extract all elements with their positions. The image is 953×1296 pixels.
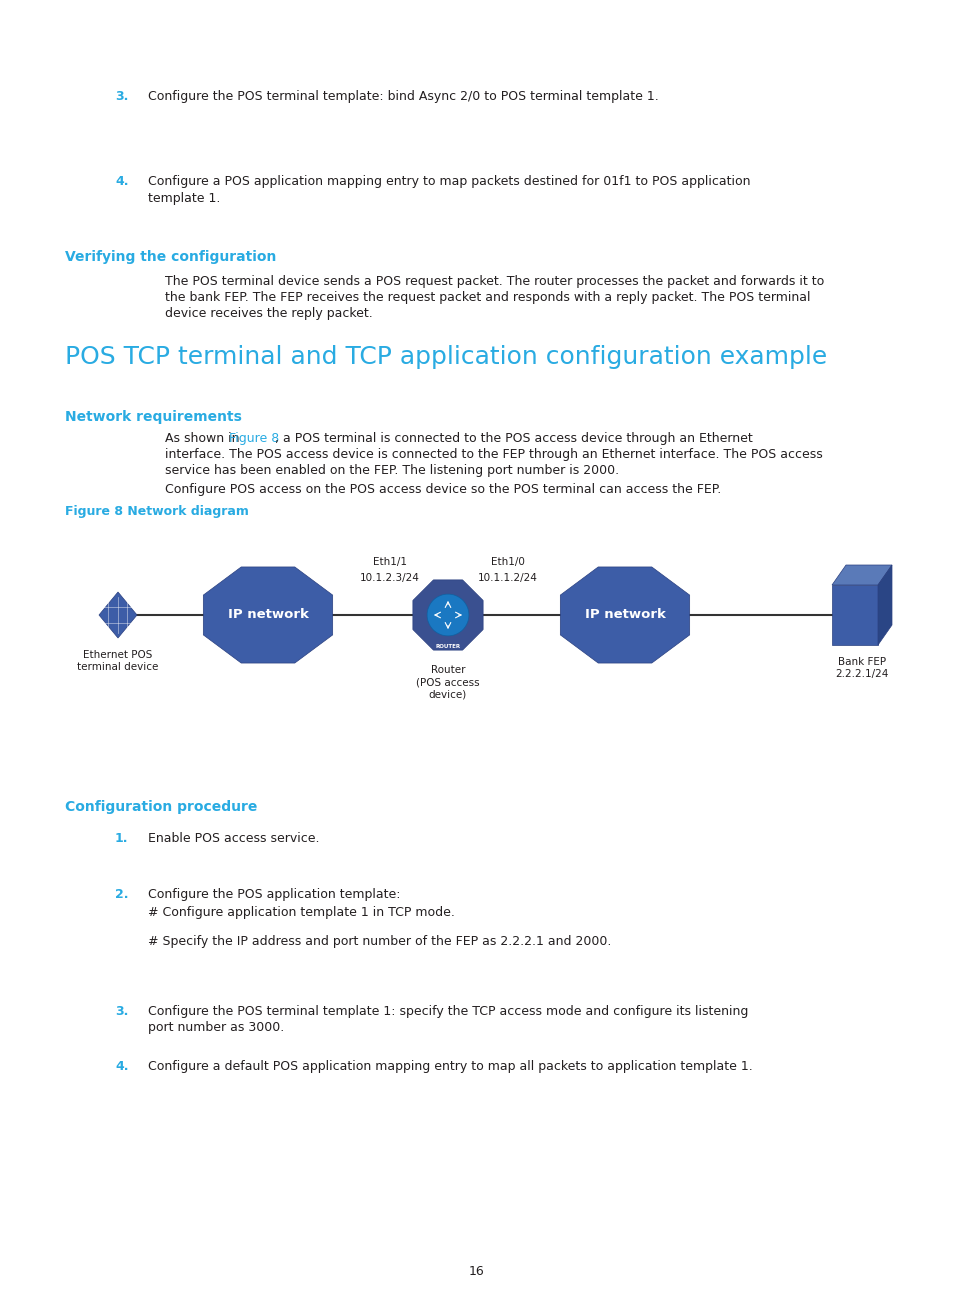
Text: 10.1.1.2/24: 10.1.1.2/24 <box>477 573 537 583</box>
Text: service has been enabled on the FEP. The listening port number is 2000.: service has been enabled on the FEP. The… <box>165 464 618 477</box>
Text: IP network: IP network <box>584 609 665 622</box>
Text: ROUTER: ROUTER <box>435 644 460 649</box>
Polygon shape <box>877 565 891 645</box>
Text: As shown in: As shown in <box>165 432 243 445</box>
Text: # Configure application template 1 in TCP mode.: # Configure application template 1 in TC… <box>148 906 455 919</box>
Text: Configure POS access on the POS access device so the POS terminal can access the: Configure POS access on the POS access d… <box>165 483 720 496</box>
Text: template 1.: template 1. <box>148 192 220 205</box>
Text: 3.: 3. <box>115 1004 129 1017</box>
Polygon shape <box>203 566 333 664</box>
Text: Configure a default POS application mapping entry to map all packets to applicat: Configure a default POS application mapp… <box>148 1060 752 1073</box>
Text: Figure 8: Figure 8 <box>229 432 279 445</box>
Text: 1.: 1. <box>115 832 129 845</box>
Polygon shape <box>559 566 689 664</box>
Text: 10.1.2.3/24: 10.1.2.3/24 <box>359 573 419 583</box>
Polygon shape <box>831 565 891 584</box>
Text: Configure the POS terminal template 1: specify the TCP access mode and configure: Configure the POS terminal template 1: s… <box>148 1004 747 1017</box>
Text: , a POS terminal is connected to the POS access device through an Ethernet: , a POS terminal is connected to the POS… <box>274 432 752 445</box>
Text: 16: 16 <box>469 1265 484 1278</box>
Text: the bank FEP. The FEP receives the request packet and responds with a reply pack: the bank FEP. The FEP receives the reque… <box>165 292 810 305</box>
Text: Verifying the configuration: Verifying the configuration <box>65 250 276 264</box>
Text: device receives the reply packet.: device receives the reply packet. <box>165 307 373 320</box>
Text: port number as 3000.: port number as 3000. <box>148 1021 284 1034</box>
Polygon shape <box>99 592 137 638</box>
Text: Eth1/1: Eth1/1 <box>373 557 407 568</box>
Text: 2.: 2. <box>115 888 129 901</box>
Text: 4.: 4. <box>115 1060 129 1073</box>
Text: Configure the POS terminal template: bind Async 2/0 to POS terminal template 1.: Configure the POS terminal template: bin… <box>148 89 659 102</box>
Text: Bank FEP
2.2.2.1/24: Bank FEP 2.2.2.1/24 <box>835 657 888 679</box>
Text: Configure a POS application mapping entry to map packets destined for 01f1 to PO: Configure a POS application mapping entr… <box>148 175 750 188</box>
Circle shape <box>427 594 469 636</box>
Text: interface. The POS access device is connected to the FEP through an Ethernet int: interface. The POS access device is conn… <box>165 448 821 461</box>
Text: Router
(POS access
device): Router (POS access device) <box>416 665 479 700</box>
Text: POS TCP terminal and TCP application configuration example: POS TCP terminal and TCP application con… <box>65 345 826 369</box>
Text: 4.: 4. <box>115 175 129 188</box>
Polygon shape <box>413 579 482 651</box>
Polygon shape <box>831 584 877 645</box>
Text: Eth1/0: Eth1/0 <box>491 557 524 568</box>
Text: Enable POS access service.: Enable POS access service. <box>148 832 319 845</box>
Text: The POS terminal device sends a POS request packet. The router processes the pac: The POS terminal device sends a POS requ… <box>165 275 823 288</box>
Text: Configuration procedure: Configuration procedure <box>65 800 257 814</box>
Text: Configure the POS application template:: Configure the POS application template: <box>148 888 400 901</box>
Text: Figure 8 Network diagram: Figure 8 Network diagram <box>65 505 249 518</box>
Text: Network requirements: Network requirements <box>65 410 242 424</box>
Text: Ethernet POS
terminal device: Ethernet POS terminal device <box>77 651 158 673</box>
Text: IP network: IP network <box>228 609 308 622</box>
Text: 3.: 3. <box>115 89 129 102</box>
Text: # Specify the IP address and port number of the FEP as 2.2.2.1 and 2000.: # Specify the IP address and port number… <box>148 934 611 947</box>
